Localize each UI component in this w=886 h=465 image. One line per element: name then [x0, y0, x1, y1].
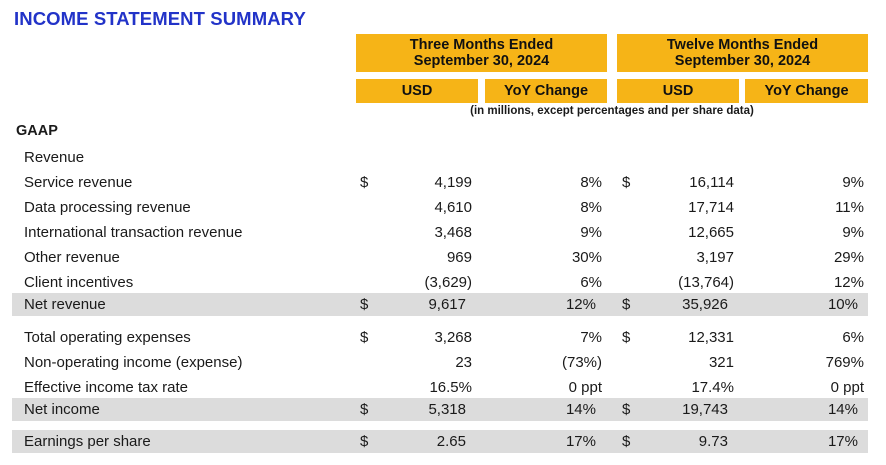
value-yoy-3m: 6%	[580, 274, 602, 291]
value-yoy-3m: (73%)	[561, 354, 602, 371]
value-usd-12m: 16,114	[689, 174, 734, 191]
value-yoy-12m: 769%	[825, 354, 864, 371]
row-label: Service revenue	[24, 174, 133, 191]
row-label: Data processing revenue	[24, 199, 191, 216]
value-usd-3m: 2.65	[436, 433, 466, 450]
value-yoy-3m: 8%	[580, 174, 602, 191]
units-note: (in millions, except percentages and per…	[470, 105, 754, 117]
value-yoy-3m: 14%	[565, 401, 596, 418]
table-row: Earnings per share $2.65 17% $9.73 17%	[12, 430, 868, 453]
value-yoy-12m: 9%	[842, 224, 864, 241]
value-yoy-12m: 17%	[827, 433, 858, 450]
currency-symbol-12m: $	[622, 174, 631, 191]
table-row: Total operating expenses $3,268 7% $12,331 6…	[0, 326, 886, 349]
value-yoy-12m: 12%	[833, 274, 864, 291]
value-usd-12m: 321	[708, 354, 734, 371]
value-usd-3m: 4,610	[434, 199, 472, 216]
row-label: Net income	[24, 401, 100, 418]
row-label: Earnings per share	[24, 433, 151, 450]
value-yoy-3m: 7%	[580, 329, 602, 346]
value-yoy-3m: 12%	[565, 296, 596, 313]
row-label: Non-operating income (expense)	[24, 354, 243, 371]
currency-symbol-12m: $	[622, 433, 631, 450]
revenue-header-row: Revenue	[0, 146, 886, 169]
col-header-usd-3m: USD	[356, 79, 478, 103]
row-label: Other revenue	[24, 249, 120, 266]
currency-symbol-12m: $	[622, 296, 631, 313]
row-label: International transaction revenue	[24, 224, 243, 241]
value-usd-3m: 4,199	[434, 174, 472, 191]
value-yoy-3m: 17%	[565, 433, 596, 450]
value-usd-12m: 19,743	[682, 401, 728, 418]
value-usd-3m: 5,318	[428, 401, 466, 418]
value-yoy-3m: 8%	[580, 199, 602, 216]
currency-symbol-3m: $	[360, 329, 369, 346]
value-usd-12m: 3,197	[696, 249, 734, 266]
row-label: Revenue	[24, 149, 85, 166]
value-usd-12m: 9.73	[698, 433, 728, 450]
table-row: Client incentives (3,629) 6% (13,764) 12%	[0, 271, 886, 294]
value-usd-3m: 3,268	[434, 329, 472, 346]
row-label: Net revenue	[24, 296, 106, 313]
table-row: International transaction revenue 3,468 9%…	[0, 221, 886, 244]
value-usd-3m: 9,617	[428, 296, 466, 313]
table-row: Data processing revenue 4,610 8% 17,714 11%	[0, 196, 886, 219]
value-usd-3m: 16.5%	[429, 379, 472, 396]
table-row: Other revenue 969 30% 3,197 29%	[0, 246, 886, 269]
value-usd-3m: 3,468	[434, 224, 472, 241]
table-row: Net revenue $9,617 12% $35,926 10%	[12, 293, 868, 316]
col-header-yoy-3m: YoY Change	[485, 79, 607, 103]
currency-symbol-12m: $	[622, 401, 631, 418]
value-yoy-12m: 14%	[827, 401, 858, 418]
currency-symbol-12m: $	[622, 329, 631, 346]
value-usd-3m: 969	[446, 249, 472, 266]
value-yoy-12m: 29%	[833, 249, 864, 266]
value-yoy-12m: 9%	[842, 174, 864, 191]
value-yoy-3m: 0 ppt	[568, 379, 602, 396]
currency-symbol-3m: $	[360, 401, 369, 418]
row-label: Total operating expenses	[24, 329, 191, 346]
header-three-months: Three Months Ended September 30, 2024	[356, 34, 607, 72]
value-usd-12m: 12,331	[688, 329, 734, 346]
col-header-yoy-12m: YoY Change	[745, 79, 868, 103]
row-label: Effective income tax rate	[24, 379, 188, 396]
table-row: Effective income tax rate 16.5% 0 ppt 17.4%…	[0, 376, 886, 399]
header-twelve-months-line2: September 30, 2024	[674, 53, 811, 69]
value-yoy-12m: 11%	[835, 199, 864, 216]
header-twelve-months-line1: Twelve Months Ended	[666, 37, 819, 53]
currency-symbol-3m: $	[360, 433, 369, 450]
value-usd-3m: (3,629)	[424, 274, 472, 291]
value-usd-12m: (13,764)	[678, 274, 734, 291]
value-yoy-12m: 0 ppt	[830, 379, 864, 396]
value-usd-12m: 35,926	[682, 296, 728, 313]
header-twelve-months: Twelve Months Ended September 30, 2024	[617, 34, 868, 72]
table-row: Service revenue $4,199 8% $16,114 9%	[0, 171, 886, 194]
row-label: Client incentives	[24, 274, 134, 291]
header-three-months-line1: Three Months Ended	[409, 37, 554, 53]
value-usd-3m: 23	[455, 354, 472, 371]
page-title: INCOME STATEMENT SUMMARY	[14, 8, 306, 29]
section-gaap: GAAP	[16, 123, 58, 139]
header-three-months-line2: September 30, 2024	[413, 53, 550, 69]
value-usd-12m: 17,714	[688, 199, 734, 216]
value-yoy-12m: 6%	[842, 329, 864, 346]
value-yoy-3m: 9%	[580, 224, 602, 241]
value-usd-12m: 17.4%	[691, 379, 734, 396]
value-yoy-12m: 10%	[827, 296, 858, 313]
value-usd-12m: 12,665	[688, 224, 734, 241]
value-yoy-3m: 30%	[571, 249, 602, 266]
currency-symbol-3m: $	[360, 296, 369, 313]
currency-symbol-3m: $	[360, 174, 369, 191]
table-row: Net income $5,318 14% $19,743 14%	[12, 398, 868, 421]
table-row: Non-operating income (expense) 23 (73%) 321…	[0, 351, 886, 374]
col-header-usd-12m: USD	[617, 79, 739, 103]
